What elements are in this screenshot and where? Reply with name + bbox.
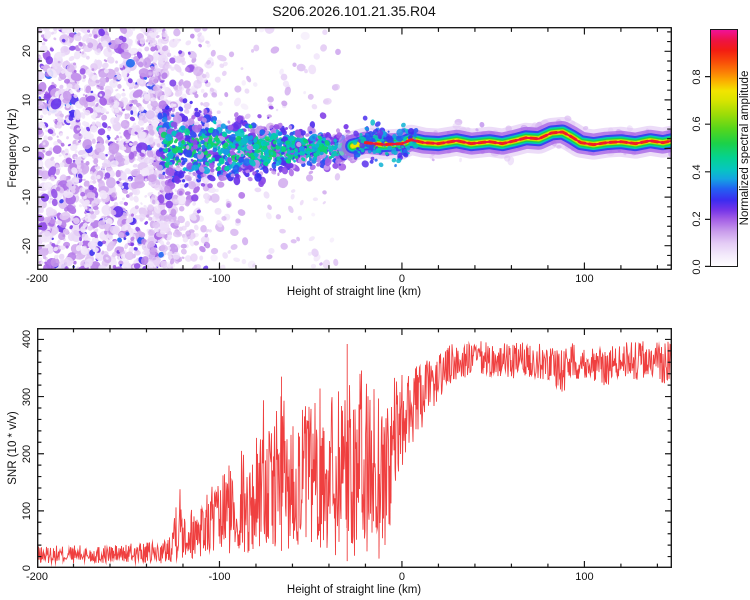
y-tick-label-top: 20 [21,45,33,58]
snr-canvas [37,328,672,568]
height-axis-label-bottom: Height of straight line (km) [286,584,422,596]
spectrogram-canvas [37,27,672,270]
y-tick-label-bottom: 0 [21,564,33,572]
colorbar-tick-label: 0.2 [691,211,703,228]
colorbar-tick-label: 0.0 [691,259,703,275]
x-tick-label-bottom: -100 [208,571,231,583]
x-tick-label-bottom: 0 [398,571,405,583]
x-tick-label-bottom: 100 [575,571,594,583]
x-tick-label-top: -200 [25,273,49,285]
figure-title: S206.2026.101.21.35.R04 [272,3,436,19]
height-axis-label-top: Height of straight line (km) [286,286,422,298]
x-tick-label-bottom: -200 [25,571,49,583]
colorbar-tick-label: 0.4 [691,164,703,180]
colorbar-tick-label: 0.8 [691,68,703,85]
y-tick-label-bottom: 400 [21,330,33,349]
y-tick-label-bottom: 100 [21,501,33,521]
y-tick-label-top: 0 [21,145,33,152]
snr-axis-label: SNR (10 * v/v) [7,411,19,485]
x-tick-label-top: -100 [208,273,231,285]
y-tick-label-bottom: 300 [21,387,33,406]
y-tick-label-top: -10 [21,189,33,206]
colorbar-label: Normalized spectral amplitude [739,70,750,226]
colorbar-tick-label: 0.6 [691,116,703,132]
y-tick-label-top: 10 [21,93,33,107]
x-tick-label-top: 100 [575,273,594,285]
y-tick-label-top: -20 [21,237,33,254]
x-tick-label-top: 0 [398,273,405,285]
frequency-axis-label: Frequency (Hz) [7,108,19,188]
y-tick-label-bottom: 200 [21,444,33,463]
colorbar-canvas [704,29,738,267]
